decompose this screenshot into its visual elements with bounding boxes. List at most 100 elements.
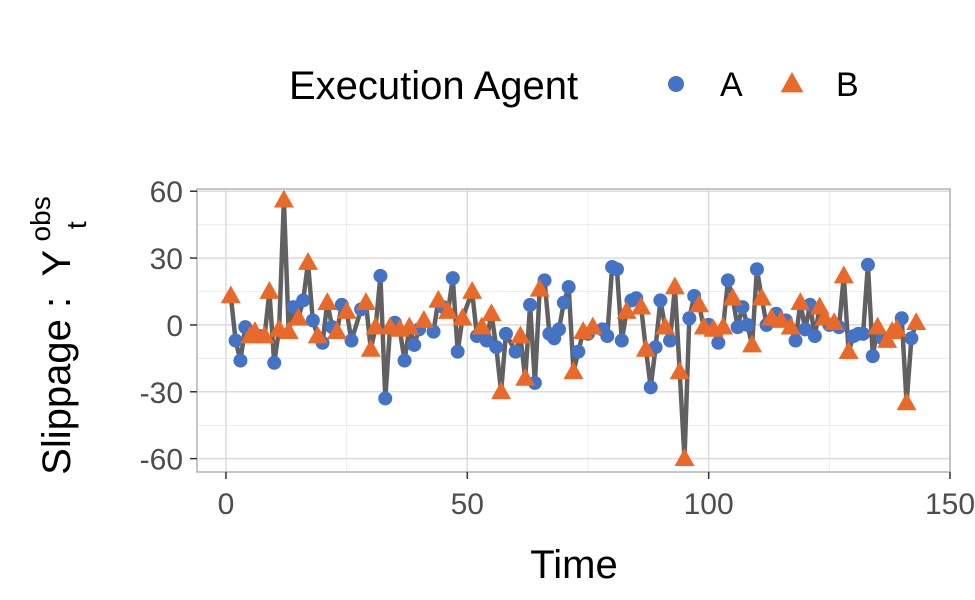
marker-B-point [510,325,531,344]
marker-A-point [600,329,615,344]
x-tick-label: 100 [684,488,734,521]
marker-A-point [643,380,658,395]
panel-border [196,188,951,473]
marker-B-point [413,309,434,328]
y-axis: -60 -30 0 30 60 [140,176,197,477]
marker-B-point [742,334,763,353]
marker-A-point [344,333,359,348]
marker-A-point [749,262,764,277]
marker-A-point [489,340,504,355]
y-axis-title-text: Slippage : [35,297,79,475]
marker-B-point [833,265,854,284]
marker-B-point [780,316,801,335]
marker-B-point [674,448,695,466]
marker-A-point [445,271,460,286]
marker-A-point [523,297,538,312]
marker-A-point [552,322,567,337]
marker-B-point [689,294,709,313]
marker-B-point [336,301,357,319]
marker-B-point [669,361,690,380]
marker-A-point [426,324,441,339]
y-tick-label: 60 [150,176,183,209]
marker-B-point [462,281,483,299]
marker-B-point [824,312,845,331]
marker-B-point [327,321,347,339]
marker-B-point [713,316,734,335]
marker-A-point [556,295,571,310]
marker-B-point [428,289,449,308]
marker-B-point [298,252,318,270]
y-axis-title-superscript: obs [25,196,56,241]
marker-A-point [904,331,919,346]
marker-B-point [452,307,473,326]
legend-label-B: B [836,66,859,104]
marker-B-point [771,309,792,328]
marker-B-point [582,316,603,335]
x-axis: 0 50 100 150 [218,472,975,521]
marker-B-point [278,321,299,339]
y-axis-title: Slippage : Y obs t [15,185,92,475]
marker-A-point [720,273,735,288]
data-markers [220,189,927,466]
y-axis-title-subscript: t [61,221,92,229]
marker-B-point [529,278,550,297]
marker-B-point [481,303,502,322]
plot-panel [196,188,951,473]
marker-A-point [653,293,668,308]
x-tick-label: 0 [218,488,235,521]
marker-B-point [399,316,420,335]
marker-A-point [561,280,576,295]
marker-B-point [838,341,859,360]
marker-B-point [896,392,917,411]
y-tick-label: 30 [150,243,183,276]
marker-A-point [450,344,465,359]
legend-key-A [668,76,684,92]
marker-A-point [267,355,282,370]
marker-A-point [682,311,697,326]
marker-B-point [491,381,512,400]
x-axis-title: Time [530,543,617,587]
marker-B-point [307,325,328,344]
marker-B-point [635,338,656,357]
marker-B-point [355,292,376,310]
marker-A-point [740,317,755,332]
y-axis-title-symbol: Y [35,251,79,277]
marker-A-point [378,391,393,406]
marker-B-point [515,367,536,386]
svg-text:Slippage : Y obs: Slippage : Y obs t [15,185,92,475]
marker-A-point [305,313,320,328]
marker-A-point [407,337,422,352]
marker-B-point [273,189,294,208]
marker-A-point [865,349,880,364]
marker-A-point [856,326,871,341]
marker-B-point [563,361,584,380]
marker-A-point [373,268,388,283]
legend-key-B [780,72,804,93]
marker-B-point [259,281,280,299]
marker-B-point [655,316,676,335]
marker-A-point [663,333,678,348]
marker-B-point [906,312,927,331]
marker-A-point [508,344,523,359]
y-tick-label: -60 [140,444,183,477]
marker-A-point [571,344,586,359]
marker-A-point [498,326,513,341]
marker-B-point [790,292,811,310]
marker-B-point [360,338,381,357]
x-tick-label: 150 [925,488,975,521]
marker-B-point [722,287,743,306]
legend-title: Execution Agent [289,64,578,108]
marker-B-point [365,316,386,335]
marker-A-point [788,333,803,348]
marker-A-point [609,262,624,277]
marker-B-point [317,292,338,310]
marker-A-point [228,333,243,348]
legend-label-A: A [720,66,743,104]
marker-B-point [220,285,241,304]
marker-B-point [867,316,888,335]
marker-B-point [664,276,685,295]
marker-B-point [438,301,458,319]
